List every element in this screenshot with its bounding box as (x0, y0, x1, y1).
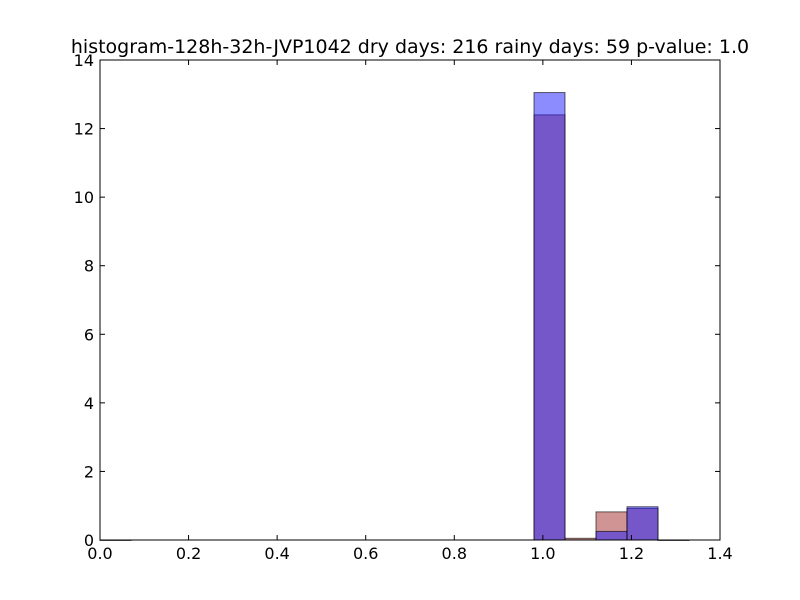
histogram-bar-series-1-bin-0 (533, 92, 566, 541)
y-tick-label: 6 (84, 325, 94, 344)
y-tick-label: 10 (74, 188, 94, 207)
y-tick-label: 12 (74, 120, 94, 139)
histogram-bar-series-1-bin-1 (595, 530, 628, 541)
y-tick-label: 14 (74, 51, 94, 70)
plot-frame (99, 59, 721, 541)
x-tick-label: 1.4 (707, 544, 732, 563)
histogram-bar-series-1-bin-2 (626, 506, 659, 541)
y-tick-label: 4 (84, 394, 94, 413)
bars-layer (99, 92, 690, 541)
chart-title: histogram-128h-32h-JVP1042 dry days: 216… (71, 36, 749, 58)
y-tick-label: 0 (84, 531, 94, 550)
x-tick-label: 0.8 (442, 544, 467, 563)
x-tick-label: 1.2 (619, 544, 644, 563)
x-tick-label: 0.6 (353, 544, 378, 563)
x-tick-label: 1.0 (530, 544, 555, 563)
ticks-layer: 0.0 0.2 0.4 0.6 0.8 1.0 1.2 1.4 0 2 4 6 8 10 12 14 (74, 51, 733, 563)
x-tick-label: 0.4 (264, 544, 289, 563)
y-tick-label: 8 (84, 257, 94, 276)
x-tick-label: 0.0 (87, 544, 112, 563)
x-tick-label: 0.2 (176, 544, 201, 563)
y-tick-label: 2 (84, 462, 94, 481)
